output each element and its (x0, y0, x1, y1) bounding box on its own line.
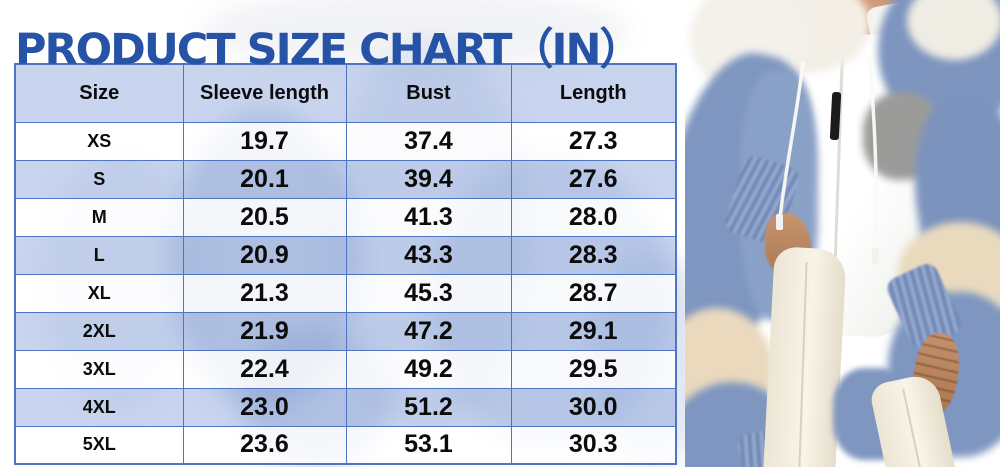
measurement-cell: 39.4 (345, 159, 512, 199)
size-cell: L (14, 235, 184, 275)
measurement-cell: 49.2 (345, 349, 512, 389)
backdrop-blob (200, 0, 630, 70)
size-cell: S (14, 159, 184, 199)
column-header-length: Length (510, 63, 677, 123)
page-title: PRODUCT SIZE CHART（IN） (15, 24, 642, 75)
table-row: S 20.1 39.4 27.6 (14, 159, 677, 199)
measurement-cell: 29.1 (510, 311, 677, 351)
table-row: XS 19.7 37.4 27.3 (14, 121, 677, 161)
table-row: XL 21.3 45.3 28.7 (14, 273, 677, 313)
measurement-cell: 19.7 (182, 121, 347, 161)
measurement-cell: 20.1 (182, 159, 347, 199)
product-photo (685, 0, 1000, 467)
column-header-bust: Bust (345, 63, 512, 123)
table-row: L 20.9 43.3 28.3 (14, 235, 677, 275)
measurement-cell: 23.0 (182, 387, 347, 427)
measurement-cell: 47.2 (345, 311, 512, 351)
table-row: 4XL 23.0 51.2 30.0 (14, 387, 677, 427)
table-header-row: Size Sleeve length Bust Length (14, 63, 677, 123)
measurement-cell: 21.3 (182, 273, 347, 313)
measurement-cell: 28.7 (510, 273, 677, 313)
size-cell: M (14, 197, 184, 237)
measurement-cell: 23.6 (182, 425, 347, 465)
size-cell: XL (14, 273, 184, 313)
table-row: 3XL 22.4 49.2 29.5 (14, 349, 677, 389)
size-cell: 2XL (14, 311, 184, 351)
measurement-cell: 20.9 (182, 235, 347, 275)
measurement-cell: 28.3 (510, 235, 677, 275)
hood-drawstrings (776, 54, 879, 264)
size-cell: 5XL (14, 425, 184, 465)
measurement-cell: 43.3 (345, 235, 512, 275)
measurement-cell: 53.1 (345, 425, 512, 465)
measurement-cell: 27.6 (510, 159, 677, 199)
size-table: Size Sleeve length Bust Length XS 19.7 37.… (14, 63, 677, 465)
measurement-cell: 37.4 (345, 121, 512, 161)
measurement-cell: 22.4 (182, 349, 347, 389)
measurement-cell: 27.3 (510, 121, 677, 161)
size-cell: XS (14, 121, 184, 161)
table-row: 5XL 23.6 53.1 30.3 (14, 425, 677, 465)
measurement-cell: 30.0 (510, 387, 677, 427)
measurement-cell: 45.3 (345, 273, 512, 313)
measurement-cell: 51.2 (345, 387, 512, 427)
size-cell: 3XL (14, 349, 184, 389)
hood-white-fur (907, 0, 1000, 60)
measurement-cell: 41.3 (345, 197, 512, 237)
table-row: 2XL 21.9 47.2 29.1 (14, 311, 677, 351)
table-row: M 20.5 41.3 28.0 (14, 197, 677, 237)
measurement-cell: 28.0 (510, 197, 677, 237)
measurement-cell: 20.5 (182, 197, 347, 237)
measurement-cell: 30.3 (510, 425, 677, 465)
measurement-cell: 21.9 (182, 311, 347, 351)
measurement-cell: 29.5 (510, 349, 677, 389)
size-cell: 4XL (14, 387, 184, 427)
